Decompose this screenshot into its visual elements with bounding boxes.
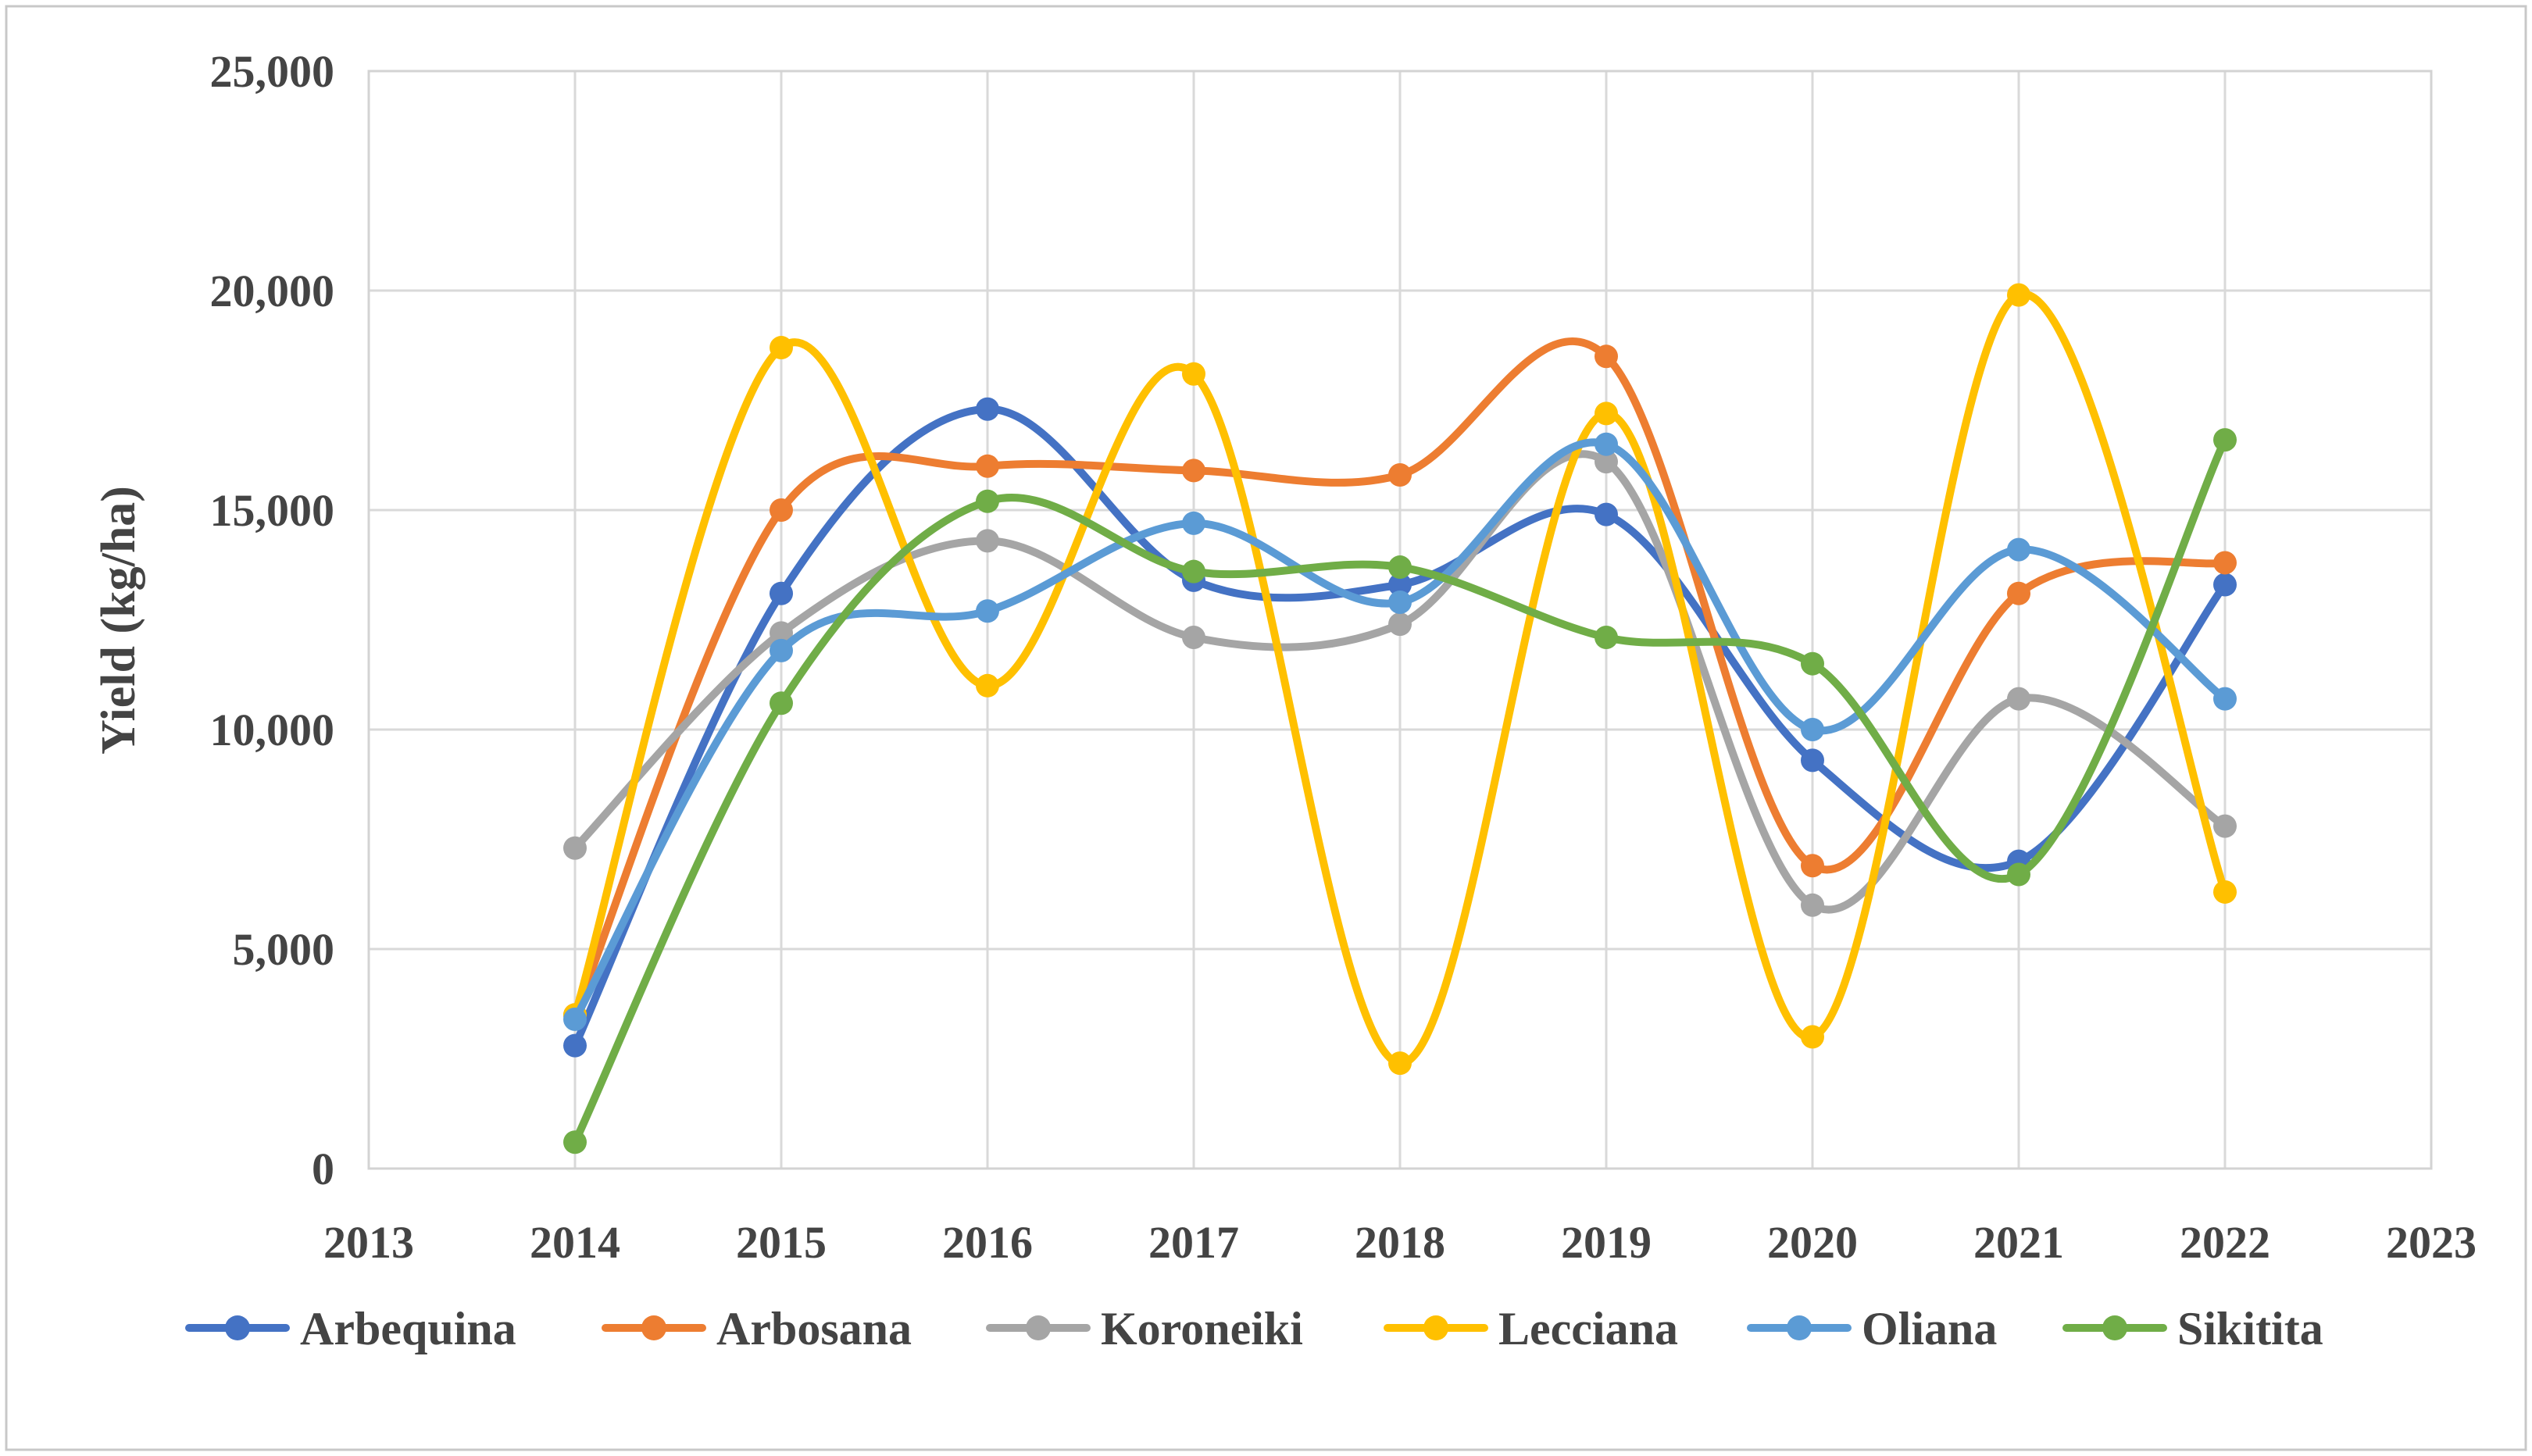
series-marker-arbosana xyxy=(1182,459,1205,483)
legend-label: Oliana xyxy=(1862,1303,1997,1354)
series-line-arbosana xyxy=(571,337,2229,1019)
series-marker-oliana xyxy=(976,599,999,623)
axis-tick-labels: 0 5,000 10,000 15,000 20,000 25,000 2013 2014 20… xyxy=(210,46,2477,1268)
figure-border xyxy=(5,5,2527,1451)
x-tick-label: 2020 xyxy=(1767,1217,1858,1268)
series-marker-lecciana xyxy=(1388,1051,1412,1076)
gridlines xyxy=(367,70,2433,1170)
series-marker-sikitita xyxy=(1801,651,1824,676)
legend-key-marker xyxy=(641,1315,666,1340)
legend-item-arbequina: Arbequina xyxy=(185,1303,516,1354)
x-tick-label: 2013 xyxy=(323,1217,414,1268)
series-marker-arbequina xyxy=(2213,573,2237,597)
series-marker-oliana xyxy=(770,638,793,662)
series-marker-oliana xyxy=(2007,537,2030,562)
series-marker-arbequina xyxy=(976,397,999,421)
series-marker-lecciana xyxy=(1182,362,1205,386)
legend-item-arbosana: Arbosana xyxy=(602,1303,912,1354)
series-marker-lecciana xyxy=(1595,401,1618,426)
series-marker-sikitita xyxy=(1182,559,1205,583)
series-marker-koroneiki xyxy=(2007,687,2030,711)
legend-key-marker xyxy=(1026,1315,1051,1340)
legend-item-oliana: Oliana xyxy=(1747,1303,1997,1354)
legend-key-marker xyxy=(1423,1315,1448,1340)
legend-label: Lecciana xyxy=(1498,1303,1678,1354)
series-marker-koroneiki xyxy=(1182,625,1205,649)
series-marker-arbequina xyxy=(563,1033,587,1058)
figure-frame xyxy=(5,5,2527,1451)
series-marker-arbosana xyxy=(1388,463,1412,487)
y-tick-label: 20,000 xyxy=(210,266,335,316)
series-line-lecciana xyxy=(571,290,2229,1068)
legend-label: Arbequina xyxy=(300,1303,516,1354)
series-marker-lecciana xyxy=(1801,1025,1824,1049)
series-marker-arbosana xyxy=(2213,551,2237,575)
legend-key-marker xyxy=(2102,1315,2127,1340)
series-marker-koroneiki xyxy=(1595,450,1618,474)
series-marker-koroneiki xyxy=(2213,814,2237,838)
legend-label: Arbosana xyxy=(716,1303,912,1354)
x-tick-label: 2015 xyxy=(736,1217,827,1268)
series-marker-arbequina xyxy=(1388,573,1412,597)
x-tick-label: 2023 xyxy=(2386,1217,2477,1268)
series-marker-lecciana xyxy=(2213,880,2237,904)
series-marker-lecciana xyxy=(2007,283,2030,307)
legend-item-koroneiki: Koroneiki xyxy=(986,1303,1303,1354)
legend: Arbequina Arbosana Koroneiki Lecciana Oliana… xyxy=(185,1303,2323,1354)
series-marker-oliana xyxy=(2213,687,2237,711)
y-tick-label: 5,000 xyxy=(233,924,335,975)
series-marker-arbosana xyxy=(976,454,999,478)
series-marker-koroneiki xyxy=(770,621,793,645)
y-axis-title: Yield (kg/ha) xyxy=(92,486,145,755)
x-tick-label: 2021 xyxy=(1973,1217,2064,1268)
legend-key-marker xyxy=(1787,1315,1812,1340)
y-tick-label: 0 xyxy=(312,1144,334,1194)
series-marker-arbequina xyxy=(1801,748,1824,773)
series-marker-arbosana xyxy=(1595,344,1618,369)
series-marker-sikitita xyxy=(2007,862,2030,887)
series-marker-sikitita xyxy=(976,489,999,513)
series-marker-arbequina xyxy=(770,581,793,605)
legend-label: Sikitita xyxy=(2177,1303,2323,1354)
x-tick-label: 2019 xyxy=(1561,1217,1652,1268)
series-marker-oliana xyxy=(1801,718,1824,741)
series-marker-lecciana xyxy=(770,336,793,360)
series-marker-arbosana xyxy=(2007,581,2030,605)
series-marker-oliana xyxy=(1595,432,1618,456)
series-marker-oliana xyxy=(1182,511,1205,535)
x-tick-label: 2016 xyxy=(942,1217,1033,1268)
legend-item-lecciana: Lecciana xyxy=(1384,1303,1678,1354)
series-marker-sikitita xyxy=(1388,555,1412,580)
series-lines xyxy=(563,283,2237,1154)
plot-area-border xyxy=(367,70,2433,1170)
series-marker-sikitita xyxy=(563,1130,587,1154)
series-marker-lecciana xyxy=(976,673,999,698)
series-marker-koroneiki xyxy=(563,836,587,860)
legend-item-sikitita: Sikitita xyxy=(2062,1303,2323,1354)
series-marker-sikitita xyxy=(1595,625,1618,649)
series-marker-arbosana xyxy=(1801,854,1824,878)
y-tick-label: 10,000 xyxy=(210,705,335,755)
y-tick-label: 25,000 xyxy=(210,46,335,97)
x-tick-label: 2018 xyxy=(1355,1217,1445,1268)
series-marker-oliana xyxy=(563,1007,587,1031)
series-marker-arbequina xyxy=(1595,502,1618,526)
series-marker-koroneiki xyxy=(1801,893,1824,917)
series-marker-koroneiki xyxy=(1388,612,1412,637)
x-tick-label: 2017 xyxy=(1148,1217,1239,1268)
series-marker-koroneiki xyxy=(976,529,999,553)
series-marker-sikitita xyxy=(770,691,793,716)
legend-label: Koroneiki xyxy=(1101,1303,1303,1354)
x-tick-label: 2022 xyxy=(2180,1217,2270,1268)
series-marker-arbosana xyxy=(770,498,793,522)
series-marker-sikitita xyxy=(2213,428,2237,452)
y-tick-label: 15,000 xyxy=(210,485,335,536)
series-line-koroneiki xyxy=(571,450,2229,914)
x-tick-label: 2014 xyxy=(530,1217,620,1268)
series-marker-oliana xyxy=(1388,591,1412,615)
legend-key-marker xyxy=(225,1315,250,1340)
